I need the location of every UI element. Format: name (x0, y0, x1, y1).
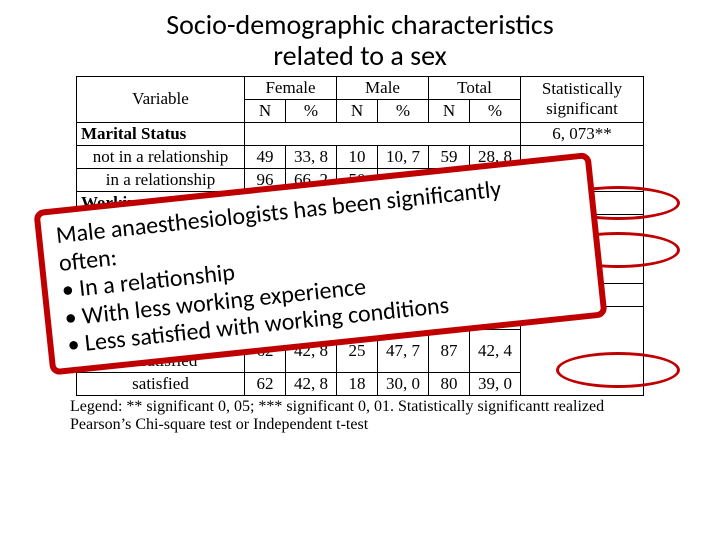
male-n: N (337, 99, 378, 122)
title-line2: related to a sex (273, 38, 446, 73)
col-stat: Statistically significant (521, 76, 644, 122)
marital-empty (245, 122, 521, 145)
legend-text: Legend: ** significant 0, 05; *** signif… (70, 398, 650, 434)
col-variable: Variable (77, 76, 245, 122)
female-pct: % (286, 99, 337, 122)
male-pct: % (378, 99, 429, 122)
section-marital: Marital Status 6, 073** (77, 122, 644, 145)
marital-label: Marital Status (77, 122, 245, 145)
title-line1: Socio-demographic characteristics (166, 7, 553, 42)
marital-stat: 6, 073** (521, 122, 644, 145)
col-total: Total (429, 76, 521, 99)
col-male: Male (337, 76, 429, 99)
total-pct: % (470, 99, 521, 122)
total-n: N (429, 99, 470, 122)
female-n: N (245, 99, 286, 122)
col-female: Female (245, 76, 337, 99)
page-title: Socio-demographic characteristics relate… (20, 10, 700, 72)
header-row-1: Variable Female Male Total Statistically… (77, 76, 644, 99)
